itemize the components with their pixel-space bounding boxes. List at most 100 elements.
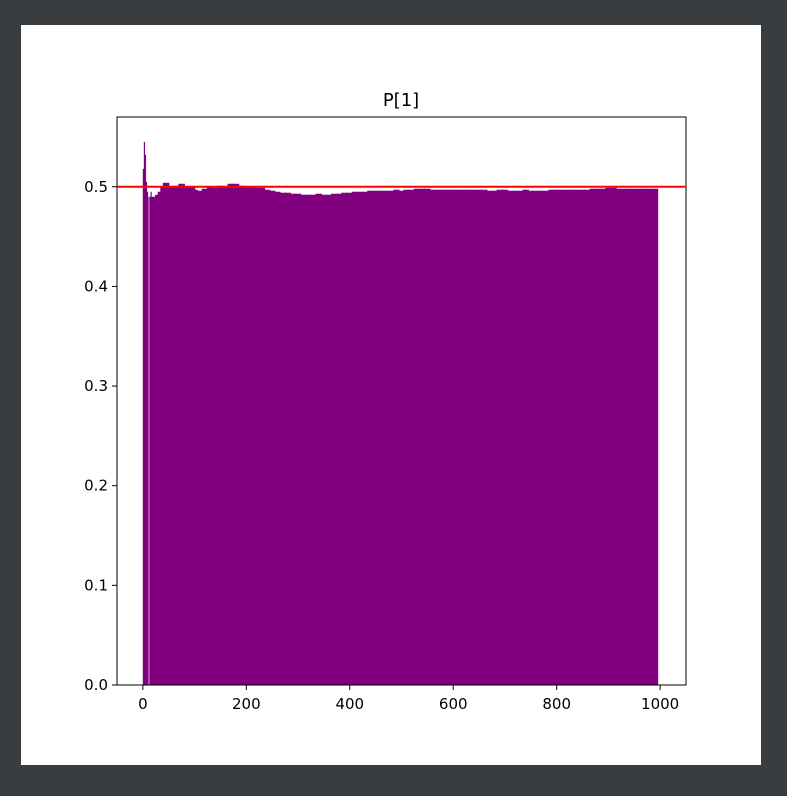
bar <box>527 190 535 686</box>
bar <box>196 190 204 686</box>
bar <box>403 189 410 686</box>
bar <box>356 191 364 686</box>
bar <box>144 154 147 685</box>
bar <box>263 189 271 686</box>
bar <box>237 185 245 685</box>
x-tick-label: 800 <box>542 695 571 713</box>
bar <box>641 188 648 685</box>
bar <box>191 189 198 686</box>
bar <box>243 186 250 685</box>
bar <box>367 190 374 686</box>
y-tick-label: 0.1 <box>84 576 108 594</box>
bar <box>206 186 214 685</box>
bar <box>646 188 654 685</box>
bar <box>465 189 472 686</box>
x-tick-label: 1000 <box>641 695 679 713</box>
bar <box>294 193 302 686</box>
bar <box>553 189 560 686</box>
bar <box>289 193 297 686</box>
bar <box>429 189 436 686</box>
bar <box>331 193 338 686</box>
bar <box>470 189 478 686</box>
bar <box>398 190 405 686</box>
bar <box>418 188 426 685</box>
bar <box>558 189 566 686</box>
bar <box>351 191 359 686</box>
bar <box>449 189 457 686</box>
bar <box>496 189 504 686</box>
bar <box>584 189 591 686</box>
y-tick-label: 0.4 <box>84 277 108 295</box>
bar <box>232 183 240 685</box>
axes-layer: 0 200 400 600 800 1000 0.0 0.1 0.2 0.3 0.4 0.5 <box>84 116 687 713</box>
bar <box>537 190 545 686</box>
bar <box>568 189 576 686</box>
bar <box>201 188 209 685</box>
bar <box>413 188 421 685</box>
bars-layer <box>142 141 659 686</box>
bar <box>605 187 612 685</box>
plot-frame <box>116 116 687 686</box>
bar <box>341 192 348 686</box>
bar <box>455 189 462 686</box>
bar <box>594 188 602 685</box>
bar <box>387 190 395 686</box>
bar <box>227 183 235 685</box>
bar <box>315 193 322 686</box>
bar <box>563 189 571 686</box>
bar <box>424 188 431 685</box>
bar <box>589 188 597 685</box>
bar <box>279 192 286 686</box>
bar <box>148 196 150 685</box>
bar <box>382 190 390 686</box>
bar <box>362 191 369 686</box>
bar <box>460 189 467 686</box>
bar <box>599 188 607 685</box>
x-tick-label: 0 <box>138 695 148 713</box>
bar <box>444 189 452 686</box>
bar <box>268 190 276 686</box>
bar <box>393 189 400 686</box>
y-tick-label: 0.5 <box>84 178 108 196</box>
bar <box>248 186 255 685</box>
bar <box>631 188 638 685</box>
bar <box>486 190 493 686</box>
bar <box>299 194 307 686</box>
x-tick-label: 200 <box>232 695 261 713</box>
bar <box>543 190 550 686</box>
bottom-strip <box>0 766 787 796</box>
bar <box>610 187 617 685</box>
bar <box>434 189 441 686</box>
bar <box>222 186 229 685</box>
x-tick-label: 400 <box>335 695 364 713</box>
y-tick-label: 0.0 <box>84 676 108 694</box>
bar <box>512 190 519 686</box>
bar <box>620 188 628 685</box>
bar <box>274 191 281 686</box>
bar <box>320 194 328 686</box>
bar <box>142 168 144 685</box>
bar <box>146 191 149 686</box>
bar <box>143 141 146 685</box>
bar <box>372 190 379 686</box>
bar <box>475 189 483 686</box>
bar <box>212 187 219 685</box>
bar <box>217 185 224 685</box>
bar <box>615 188 622 685</box>
bar <box>408 189 416 686</box>
bar <box>346 192 354 686</box>
bar <box>325 194 333 686</box>
bar <box>310 194 317 686</box>
bar <box>336 193 343 686</box>
bar <box>258 187 266 685</box>
bar <box>532 190 540 686</box>
bar <box>636 188 643 685</box>
bar <box>579 189 586 686</box>
bar <box>377 190 385 686</box>
bar <box>625 188 633 685</box>
bar <box>522 189 529 686</box>
bar <box>284 192 291 686</box>
bar <box>651 188 659 685</box>
y-tick-label: 0.3 <box>84 377 108 395</box>
bar <box>439 189 447 686</box>
